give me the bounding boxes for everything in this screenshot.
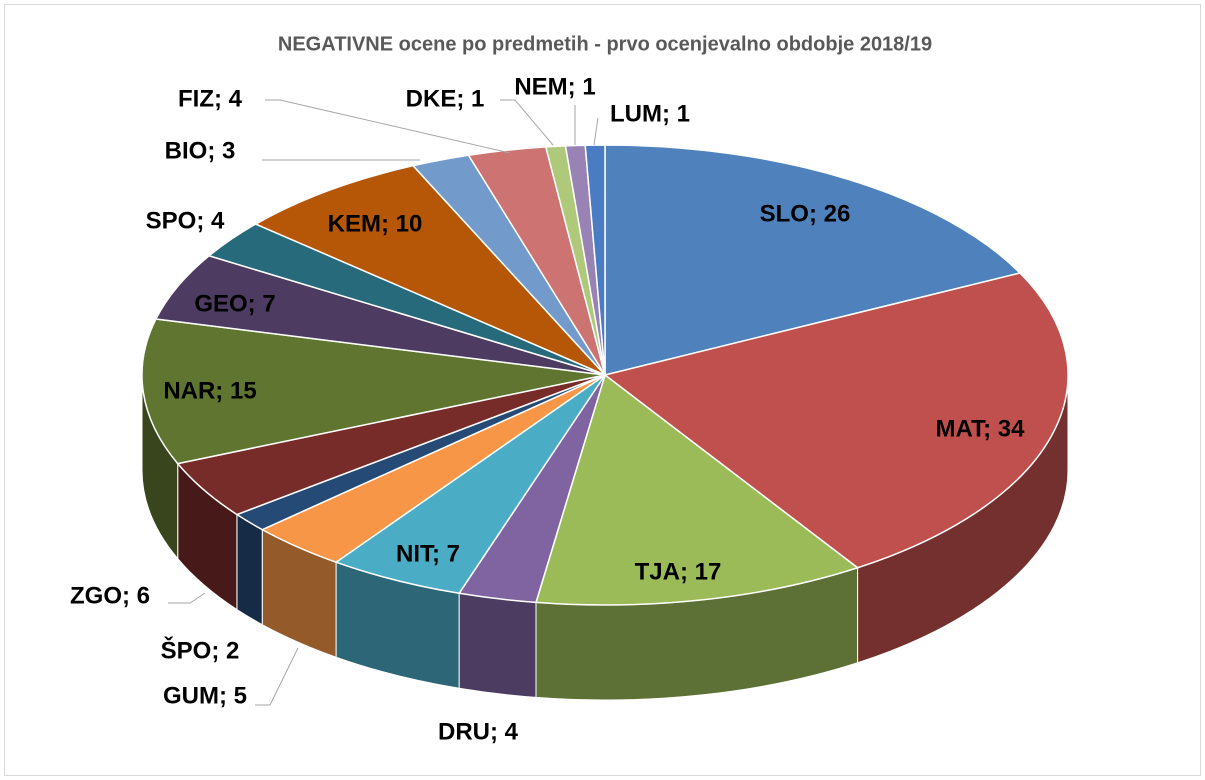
leader-line [500, 99, 554, 146]
data-label: GEO; 7 [194, 290, 275, 317]
data-label: GUM; 5 [163, 682, 247, 709]
data-label: TJA; 17 [635, 558, 722, 585]
data-label: FIZ; 4 [178, 85, 243, 112]
data-label: KEM; 10 [328, 210, 423, 237]
leader-line [265, 99, 511, 154]
data-label: DRU; 4 [438, 718, 519, 745]
data-label: NAR; 15 [163, 377, 256, 404]
leader-line [255, 647, 299, 706]
data-label: ZGO; 6 [70, 582, 150, 609]
slice [254, 164, 606, 376]
data-label: LUM; 1 [610, 100, 690, 127]
data-label: NIT; 7 [396, 540, 460, 567]
slice [535, 373, 860, 606]
data-label: BIO; 3 [165, 137, 236, 164]
data-label: NEM; 1 [514, 73, 595, 100]
chart-title: NEGATIVNE ocene po predmetih - prvo ocen… [278, 33, 932, 55]
data-label: SLO; 26 [760, 200, 851, 227]
data-label: ŠPO; 2 [161, 636, 240, 664]
data-label: DKE; 1 [406, 85, 485, 112]
slice [604, 144, 1022, 376]
data-label: SPO; 4 [146, 207, 225, 234]
slice [584, 144, 606, 376]
slice [603, 272, 1069, 569]
slice-side [236, 513, 263, 626]
data-label: MAT; 34 [936, 415, 1026, 442]
slice-side [458, 592, 537, 698]
leader-line [593, 117, 599, 146]
leader-line [168, 592, 206, 604]
slice [141, 318, 606, 465]
